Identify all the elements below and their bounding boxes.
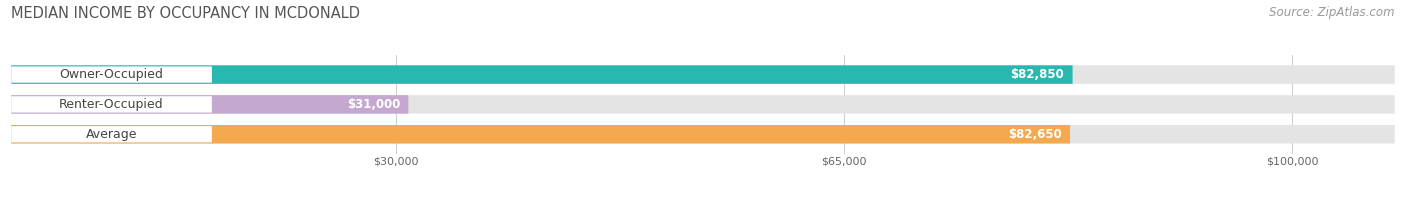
Text: Renter-Occupied: Renter-Occupied <box>59 98 165 111</box>
Text: $82,850: $82,850 <box>1011 68 1064 81</box>
FancyBboxPatch shape <box>11 65 1395 84</box>
FancyBboxPatch shape <box>11 95 1395 114</box>
FancyBboxPatch shape <box>11 126 212 142</box>
FancyBboxPatch shape <box>11 125 1395 143</box>
Text: Source: ZipAtlas.com: Source: ZipAtlas.com <box>1270 6 1395 19</box>
Text: Average: Average <box>86 128 138 141</box>
Text: Owner-Occupied: Owner-Occupied <box>59 68 163 81</box>
FancyBboxPatch shape <box>11 96 212 112</box>
Text: MEDIAN INCOME BY OCCUPANCY IN MCDONALD: MEDIAN INCOME BY OCCUPANCY IN MCDONALD <box>11 6 360 21</box>
Text: $82,650: $82,650 <box>1008 128 1062 141</box>
Text: $31,000: $31,000 <box>347 98 401 111</box>
FancyBboxPatch shape <box>11 95 408 114</box>
FancyBboxPatch shape <box>11 66 212 83</box>
FancyBboxPatch shape <box>11 65 1073 84</box>
FancyBboxPatch shape <box>11 125 1070 143</box>
